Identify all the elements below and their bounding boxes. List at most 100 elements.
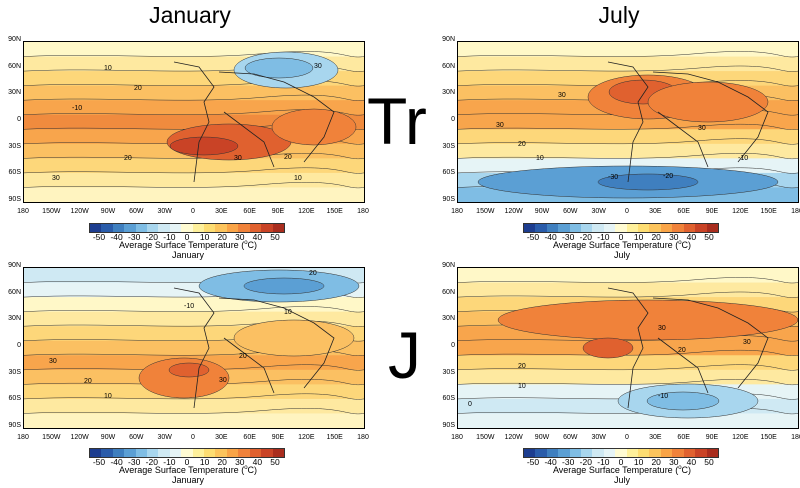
colorbar-swatch — [90, 449, 102, 457]
contour-label: 20 — [518, 363, 526, 370]
colorbar-swatch — [660, 449, 673, 457]
longitude-tick: 180 — [17, 208, 29, 215]
latitude-tick: 30S — [8, 142, 21, 150]
temperature-field: 20 10 -10 30 20 30 10 20 — [24, 268, 364, 428]
coastline — [173, 287, 215, 409]
colorbar-swatch — [569, 449, 582, 457]
longitude-tick: 60E — [243, 434, 256, 441]
temperature-band — [24, 413, 364, 428]
colorbar-title-j-july: Average Surface Temperature (oC) — [552, 465, 692, 475]
longitude-tick: 150W — [42, 208, 61, 215]
contour-line — [458, 153, 798, 160]
colorbar-tick-label: 20 — [651, 232, 661, 242]
longitude-tick: 30W — [591, 208, 606, 215]
colorbar-tick-label: 20 — [651, 457, 661, 467]
colorbar-swatch — [569, 224, 582, 232]
latitude-tick: 90N — [442, 262, 455, 269]
longitude-tick: 0 — [625, 434, 629, 441]
contour-line — [24, 80, 364, 87]
colorbar-tick-label: 20 — [217, 232, 227, 242]
contour-label: 20 — [678, 347, 686, 354]
contour-label: 30 — [52, 175, 60, 182]
longitude-tick: 90W — [534, 434, 550, 441]
contour-label: 30 — [314, 63, 322, 70]
colorbar-tick-label: 40 — [686, 232, 697, 242]
column-title-july: July — [598, 2, 640, 28]
colorbar-swatch — [226, 224, 239, 232]
colorbar-tr-january — [89, 223, 285, 233]
longitude-tick: 150W — [476, 208, 495, 215]
colorbar-swatch — [706, 224, 718, 232]
colorbar-swatch — [615, 224, 627, 232]
colorbar-swatch — [169, 224, 182, 232]
colorbar-tick-label: -20 — [579, 232, 592, 242]
temperature-field: 10 20 30 -10 30 20 10 30 20 — [24, 42, 364, 202]
colorbar-swatch — [215, 224, 227, 232]
colorbar-swatch — [261, 224, 273, 232]
contour-label: 20 — [84, 378, 92, 385]
contour-label: 30 — [558, 92, 566, 99]
longitude-tick: 120E — [298, 434, 315, 441]
longitude-tick: 120W — [504, 434, 523, 441]
colorbar-title-tr-january: Average Surface Temperature (oC) — [118, 240, 258, 250]
temperature-anomaly-region — [168, 362, 210, 378]
longitude-tick: 60E — [677, 208, 690, 215]
contour-label: 0 — [468, 401, 472, 408]
contour-line — [24, 379, 364, 386]
map-panel-j-january: 20 10 -10 30 20 30 10 20 — [23, 267, 365, 429]
contour-label: 10 — [104, 393, 112, 400]
colorbar-tick-label: -50 — [526, 232, 540, 242]
temperature-anomaly-region — [497, 299, 798, 341]
longitude-tick: 30W — [591, 434, 606, 441]
colorbar-j-july — [523, 448, 719, 458]
colorbar-swatch — [101, 224, 113, 232]
longitude-tick: 120W — [70, 434, 89, 441]
latitude-tick: 60S — [8, 169, 21, 177]
colorbar-swatch — [272, 224, 284, 232]
contour-line — [24, 109, 364, 116]
temperature-anomaly-region — [647, 81, 769, 123]
temperature-band — [458, 143, 798, 160]
colorbar-tick-label: -10 — [597, 457, 610, 467]
latitude-tick: 90N — [442, 36, 455, 43]
colorbar-swatch — [124, 224, 136, 232]
longitude-tick: 180 — [357, 208, 369, 215]
longitude-tick: 120E — [298, 208, 315, 215]
contour-line — [458, 364, 798, 371]
longitude-tick: 90W — [100, 208, 116, 215]
contour-line — [458, 291, 798, 298]
contour-label: 20 — [124, 155, 132, 162]
colorbar-tick-label: -30 — [562, 457, 575, 467]
colorbar-j-january — [89, 448, 285, 458]
longitude-tick: 180 — [357, 434, 369, 441]
contour-label: 30 — [496, 122, 504, 129]
temperature-band — [458, 282, 798, 299]
longitude-tick: 150W — [476, 434, 495, 441]
latitude-tick: 60N — [8, 288, 21, 296]
latitude-tick: 0 — [17, 116, 21, 123]
latitude-tick: 90S — [442, 196, 455, 203]
temperature-band — [458, 369, 798, 386]
temperature-anomaly-region — [271, 108, 357, 146]
contour-label: 30 — [658, 325, 666, 332]
colorbar-swatch — [683, 224, 696, 232]
longitude-tick: 120W — [504, 208, 523, 215]
temperature-band — [458, 413, 798, 428]
colorbar-swatch — [181, 224, 193, 232]
latitude-tick: 60S — [442, 395, 455, 403]
temperature-band — [24, 187, 364, 202]
colorbar-swatch — [558, 449, 570, 457]
colorbar-swatch — [112, 224, 125, 232]
coastline — [657, 337, 709, 394]
longitude-tick: 150E — [760, 208, 777, 215]
contour-label: 30 — [234, 155, 242, 162]
temperature-anomaly-region — [243, 277, 325, 295]
colorbar-tick-label: 20 — [217, 457, 227, 467]
temperature-field: 30 30 20 10 -10 -20 -30 30 — [458, 42, 798, 202]
longitude-tick: 90E — [271, 208, 285, 215]
latitude-tick: 30N — [8, 315, 21, 323]
contour-label: 10 — [536, 155, 544, 162]
contour-label: -10 — [184, 303, 194, 310]
contour-line — [458, 51, 798, 58]
longitude-tick: 150E — [326, 434, 343, 441]
